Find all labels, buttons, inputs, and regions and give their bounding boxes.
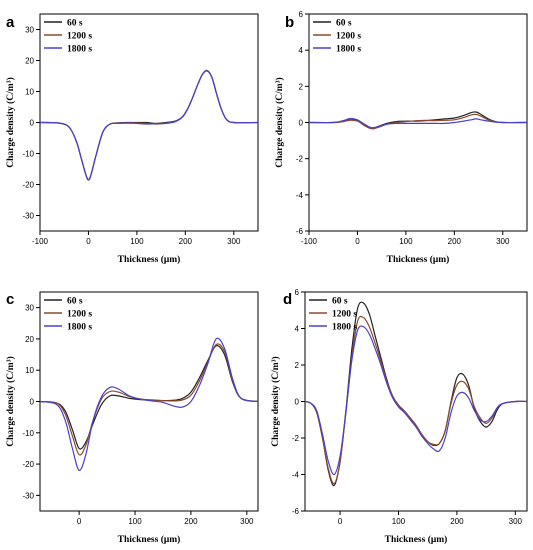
legend-label: 1200 s xyxy=(67,310,92,320)
y-tick-label: 0 xyxy=(295,398,300,407)
panel-letter: c xyxy=(6,291,14,308)
x-tick-label: 200 xyxy=(448,237,462,246)
legend-label: 60 s xyxy=(336,19,352,29)
y-tick-label: 10 xyxy=(25,88,34,97)
panel-c: 0 100 200 300 -30 -20 -10 0 10 20 30 Thickness (μm)… xyxy=(5,291,259,545)
series-line-60s xyxy=(309,111,527,129)
y-tick-label: -4 xyxy=(296,191,304,200)
y-tick-label: -2 xyxy=(296,155,304,164)
panel-letter: d xyxy=(283,291,292,308)
y-tick-label: 4 xyxy=(295,325,300,334)
y-tick-label: 10 xyxy=(25,366,34,375)
series-line-1200s xyxy=(309,113,527,130)
x-tick-label: 100 xyxy=(130,237,144,246)
x-tick-label: -100 xyxy=(301,237,318,246)
x-tick-label: 0 xyxy=(338,517,343,526)
y-tick-label: -10 xyxy=(22,429,34,438)
y-tick-label: 0 xyxy=(299,119,304,128)
legend-label: 1800 s xyxy=(336,45,361,55)
y-axis-title: Charge density (C/m³) xyxy=(270,356,281,446)
panel-b: -100 0 100 200 300 -6 -4 -2 0 2 4 6 Thickness (μm) Ch… xyxy=(274,10,528,265)
legend-label: 1200 s xyxy=(336,32,361,42)
y-tick-label: -20 xyxy=(22,181,34,190)
x-tick-label: -100 xyxy=(32,237,49,246)
panel-letter: a xyxy=(6,14,15,31)
series-line-1800s xyxy=(40,70,258,181)
y-tick-label: 6 xyxy=(295,288,300,297)
x-tick-label: 100 xyxy=(399,237,413,246)
series-line-60s xyxy=(40,69,258,181)
y-axis-title: Charge density (C/m³) xyxy=(5,77,16,167)
y-tick-label: -30 xyxy=(22,212,34,221)
x-tick-label: 200 xyxy=(450,517,464,526)
x-tick-label: 300 xyxy=(509,517,523,526)
y-axis-title: Charge density (C/m³) xyxy=(274,77,285,167)
x-tick-label: 300 xyxy=(227,237,241,246)
y-axis-title: Charge density (C/m³) xyxy=(5,356,16,446)
x-tick-label: 200 xyxy=(179,237,193,246)
x-axis-title: Thickness (μm) xyxy=(118,254,181,265)
panel-d: 0 100 200 300 -6 -4 -2 0 2 4 6 Thickness (μm) Charge… xyxy=(270,288,528,545)
y-tick-label: -10 xyxy=(22,150,34,159)
x-tick-label: 200 xyxy=(184,517,198,526)
panel-a: -100 0 100 200 300-30-20-100102030Thickness … xyxy=(5,13,259,265)
y-tick-label: 2 xyxy=(295,361,300,370)
y-tick-label: -30 xyxy=(22,491,34,500)
x-tick-label: 300 xyxy=(240,517,254,526)
y-tick-label: -2 xyxy=(292,434,300,443)
x-tick-label: 100 xyxy=(392,517,406,526)
series-line-1200s xyxy=(40,343,258,456)
series-line-1800s xyxy=(305,325,527,476)
y-tick-label: -6 xyxy=(292,507,300,516)
legend-label: 1800 s xyxy=(67,45,92,55)
y-tick-label: 6 xyxy=(299,10,304,19)
legend-label: 1800 s xyxy=(67,323,92,333)
y-tick-label: 0 xyxy=(30,119,35,128)
legend-label: 60 s xyxy=(67,297,83,307)
y-tick-label: 2 xyxy=(299,82,304,91)
x-tick-label: 300 xyxy=(496,237,510,246)
x-axis-title: Thickness (μm) xyxy=(118,534,181,545)
legend-label: 1800 s xyxy=(332,323,357,333)
x-tick-label: 0 xyxy=(355,237,360,246)
y-tick-label: -4 xyxy=(292,471,300,480)
legend-label: 1200 s xyxy=(67,32,92,42)
legend-label: 60 s xyxy=(332,297,348,307)
series-line-1800s xyxy=(40,337,258,471)
y-tick-label: 20 xyxy=(25,335,34,344)
y-tick-label: 20 xyxy=(25,57,34,66)
series-line-1200s xyxy=(40,70,258,181)
legend-label: 1200 s xyxy=(332,310,357,320)
series-line-60s xyxy=(40,345,258,450)
x-axis-title: Thickness (μm) xyxy=(385,534,448,545)
series-line-1200s xyxy=(305,315,527,485)
y-tick-label: -20 xyxy=(22,460,34,469)
x-tick-label: 100 xyxy=(128,517,142,526)
y-tick-label: 0 xyxy=(30,398,35,407)
x-axis-title: Thickness (μm) xyxy=(387,254,450,265)
legend-label: 60 s xyxy=(67,19,83,29)
panel-letter: b xyxy=(285,14,294,31)
y-tick-label: 30 xyxy=(25,26,34,35)
y-tick-label: -6 xyxy=(296,227,304,236)
y-tick-label: 4 xyxy=(299,46,304,55)
x-tick-label: 0 xyxy=(86,237,91,246)
series-line-1800s xyxy=(309,117,527,129)
x-tick-label: 0 xyxy=(77,517,82,526)
y-tick-label: 30 xyxy=(25,304,34,313)
